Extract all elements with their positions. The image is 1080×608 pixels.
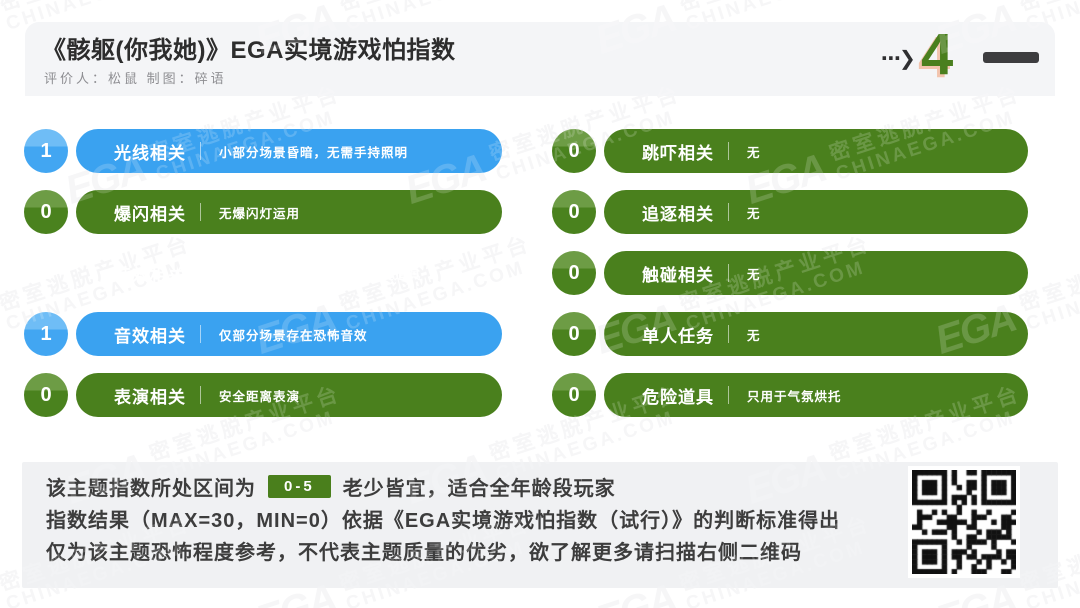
qr-code-pattern xyxy=(912,470,1016,574)
index-row-jumpscare: 0 跳吓相关 无 xyxy=(552,129,1028,173)
pill-divider xyxy=(200,386,201,404)
score-badge: 0 xyxy=(552,312,596,356)
category-pill: 单人任务 无 xyxy=(604,312,1028,356)
category-label: 特效相关 xyxy=(114,265,186,285)
index-row-chase: 0 追逐相关 无 xyxy=(552,190,1028,234)
dotted-arrow-icon: ⋯❯ xyxy=(881,48,916,70)
category-desc: 无 xyxy=(747,206,761,221)
category-desc: 无 xyxy=(747,267,761,282)
category-desc: 只用于气氛烘托 xyxy=(747,389,842,404)
score-badge: 0 xyxy=(24,373,68,417)
category-pill: 光线相关 小部分场景昏暗，无需手持照明 xyxy=(76,129,502,173)
pill-divider xyxy=(728,386,729,404)
category-label: 光线相关 xyxy=(114,143,186,163)
category-pill: 跳吓相关 无 xyxy=(604,129,1028,173)
index-row-flash: 0 爆闪相关 无爆闪灯运用 xyxy=(24,190,502,234)
index-column-right: 0 跳吓相关 无 0 追逐相关 无 0 触碰相关 无 0 单人任务 无 0 xyxy=(552,129,1028,434)
range-chip: 0-5 xyxy=(268,474,331,498)
category-label: 音效相关 xyxy=(114,326,186,346)
category-label: 单人任务 xyxy=(642,326,714,346)
category-label: 表演相关 xyxy=(114,387,186,407)
category-desc: 小部分场景昏暗，无需手持照明 xyxy=(219,145,409,160)
footer-text: 该主题指数所处区间为 0-5 老少皆宜，适合全年龄段玩家 指数结果（MAX=30… xyxy=(46,470,840,566)
index-row-performance: 0 表演相关 安全距离表演 xyxy=(24,373,502,417)
category-label: 触碰相关 xyxy=(642,265,714,285)
ega-logo-icon: EGA xyxy=(0,0,1,64)
credits-text: 评价人：松鼠 制图：碎语 xyxy=(44,71,227,86)
category-pill: 触碰相关 无 xyxy=(604,251,1028,295)
category-desc: 无 xyxy=(747,328,761,343)
category-label: 跳吓相关 xyxy=(642,143,714,163)
category-pill: 爆闪相关 无爆闪灯运用 xyxy=(76,190,502,234)
ega-logo-icon: EGA xyxy=(0,0,1,64)
index-row-dangerous-props: 0 危险道具 只用于气氛烘托 xyxy=(552,373,1028,417)
range-prefix: 该主题指数所处区间为 xyxy=(46,477,256,500)
pill-divider xyxy=(200,325,201,343)
index-row-solo: 0 单人任务 无 xyxy=(552,312,1028,356)
category-label: 爆闪相关 xyxy=(114,204,186,224)
footer-line-1: 该主题指数所处区间为 0-5 老少皆宜，适合全年龄段玩家 xyxy=(46,470,840,502)
score-badge: 0 xyxy=(24,190,68,234)
header: 《骸躯(你我她)》EGA实境游戏怕指数 评价人：松鼠 制图：碎语 ⋯❯ 4 xyxy=(25,22,1055,96)
score-badge: 0 xyxy=(552,190,596,234)
page-title: 《骸躯(你我她)》EGA实境游戏怕指数 xyxy=(42,37,456,64)
pill-divider xyxy=(200,203,201,221)
pill-divider xyxy=(728,142,729,160)
category-desc: 无 xyxy=(747,145,761,160)
pill-divider xyxy=(200,142,201,160)
score-badge: 0 xyxy=(552,373,596,417)
category-pill: 特效相关 断肢、骷髅、血浆等高逼真度道具 xyxy=(76,251,502,295)
index-row-audio: 1 音效相关 仅部分场景存在恐怖音效 xyxy=(24,312,502,356)
category-pill: 追逐相关 无 xyxy=(604,190,1028,234)
index-column-left: 1 光线相关 小部分场景昏暗，无需手持照明 0 爆闪相关 无爆闪灯运用 2 特效… xyxy=(24,129,502,434)
category-pill: 危险道具 只用于气氛烘托 xyxy=(604,373,1028,417)
score-badge: 2 xyxy=(40,261,52,284)
footer-panel: 该主题指数所处区间为 0-5 老少皆宜，适合全年龄段玩家 指数结果（MAX=30… xyxy=(22,462,1058,588)
index-row-light: 1 光线相关 小部分场景昏暗，无需手持照明 xyxy=(24,129,502,173)
pill-divider xyxy=(728,325,729,343)
category-label: 危险道具 xyxy=(642,387,714,407)
category-desc: 安全距离表演 xyxy=(219,389,301,404)
category-label: 追逐相关 xyxy=(642,204,714,224)
category-desc: 仅部分场景存在恐怖音效 xyxy=(219,328,368,343)
category-pill: 表演相关 安全距离表演 xyxy=(76,373,502,417)
ega-logo-icon: EGA xyxy=(0,576,1,608)
score-badge: 0 xyxy=(552,251,596,295)
score-badge: 0 xyxy=(552,129,596,173)
index-row-touch: 0 触碰相关 无 xyxy=(552,251,1028,295)
pill-divider xyxy=(728,264,729,282)
ega-logo-icon: EGA xyxy=(0,576,1,608)
range-suffix: 老少皆宜，适合全年龄段玩家 xyxy=(342,477,616,500)
qr-code xyxy=(908,466,1020,578)
category-desc: 无爆闪灯运用 xyxy=(219,206,301,221)
ega-logo-icon: EGA xyxy=(0,296,1,364)
index-row-sfx: 2 特效相关 断肢、骷髅、血浆等高逼真度道具 xyxy=(24,251,502,295)
score-badge: 1 xyxy=(24,312,68,356)
pill-divider xyxy=(728,203,729,221)
pill-divider xyxy=(200,264,201,282)
ega-logo-icon: EGA xyxy=(0,296,1,364)
score-badge: 1 xyxy=(24,129,68,173)
category-pill: 音效相关 仅部分场景存在恐怖音效 xyxy=(76,312,502,356)
category-desc: 断肢、骷髅、血浆等高逼真度道具 xyxy=(219,267,422,282)
footer-line-2: 指数结果（MAX=30，MIN=0）依据《EGA实境游戏怕指数（试行）》的判断标… xyxy=(46,509,841,532)
total-score: 4 xyxy=(921,22,954,87)
footer-line-3: 仅为该主题恐怖程度参考，不代表主题质量的优劣，欲了解更多请扫描右侧二维码 xyxy=(46,541,802,564)
score-dash xyxy=(983,52,1039,63)
